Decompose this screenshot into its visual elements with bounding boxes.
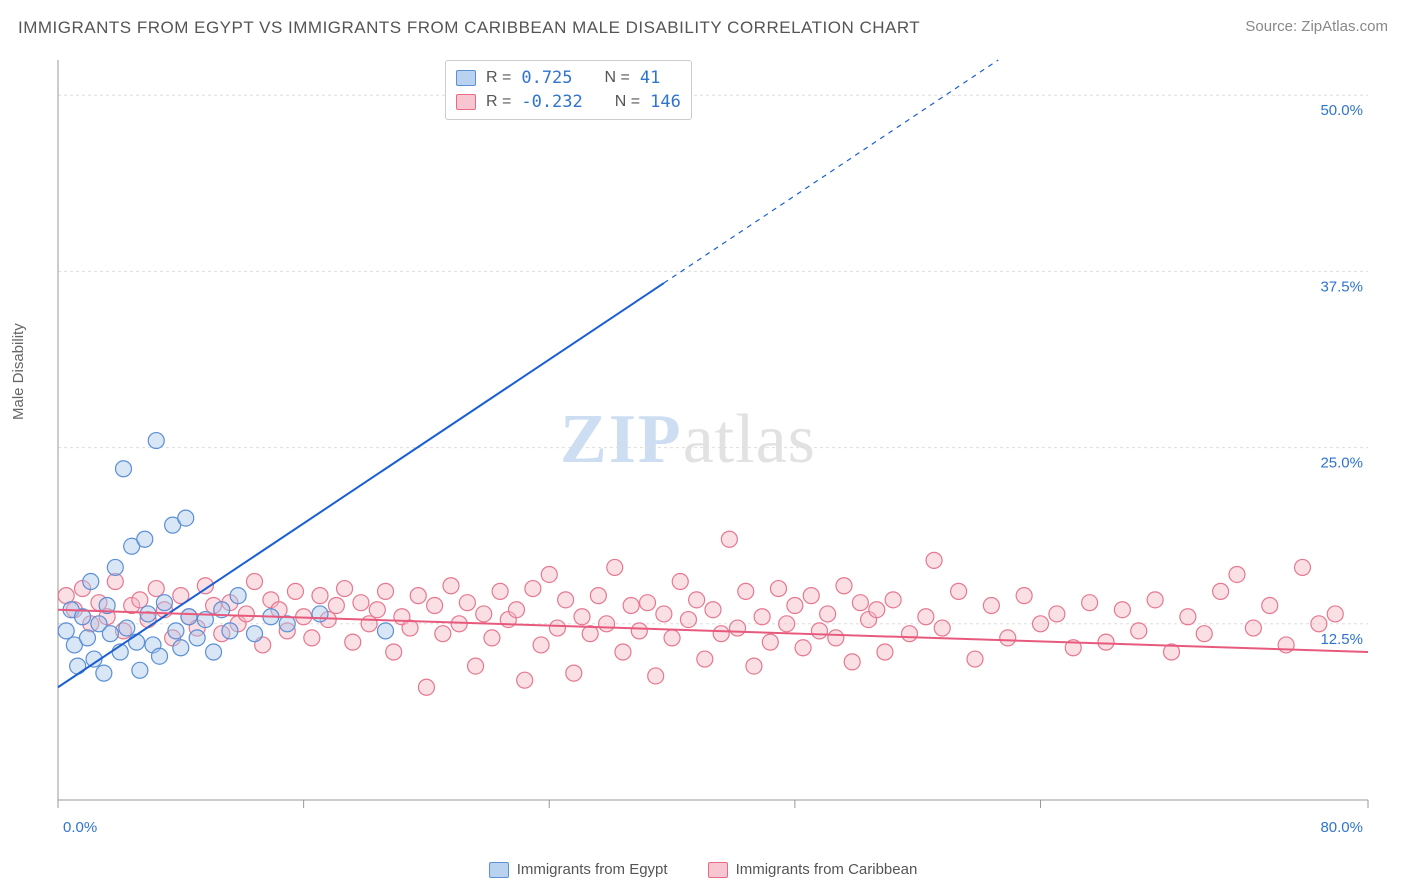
legend-item-caribbean: Immigrants from Caribbean (708, 861, 918, 878)
stats-n-label: N = (605, 69, 630, 87)
legend-swatch-egypt (489, 862, 509, 878)
tick-labels: 12.5% 25.0% 37.5% 50.0% 0.0% 80.0% (63, 102, 1363, 836)
correlation-scatter-chart: 12.5% 25.0% 37.5% 50.0% 0.0% 80.0% (48, 50, 1378, 840)
stats-n-value-caribbean: 146 (650, 92, 681, 112)
stats-swatch-caribbean (456, 94, 476, 110)
svg-text:12.5%: 12.5% (1320, 631, 1363, 648)
source-label: Source: (1245, 18, 1297, 35)
regression-lines (58, 60, 1368, 687)
stats-r-label: R = (486, 69, 511, 87)
stats-n-label-2: N = (615, 93, 640, 111)
svg-text:25.0%: 25.0% (1320, 455, 1363, 472)
source-value: ZipAtlas.com (1301, 18, 1388, 35)
stats-swatch-egypt (456, 70, 476, 86)
stats-row-caribbean: R = -0.232 N = 146 (456, 90, 681, 114)
svg-text:80.0%: 80.0% (1320, 819, 1363, 836)
svg-text:37.5%: 37.5% (1320, 278, 1363, 295)
legend-label-caribbean: Immigrants from Caribbean (736, 861, 918, 878)
source-attribution: Source: ZipAtlas.com (1245, 18, 1388, 35)
chart-axes (58, 60, 1368, 808)
stats-n-value-egypt: 41 (640, 68, 660, 88)
stats-r-value-caribbean: -0.232 (521, 92, 582, 112)
stats-r-label-2: R = (486, 93, 511, 111)
legend-swatch-caribbean (708, 862, 728, 878)
correlation-stats-box: R = 0.725 N = 41 R = -0.232 N = 146 (445, 60, 692, 120)
stats-row-egypt: R = 0.725 N = 41 (456, 66, 681, 90)
chart-grid (58, 95, 1368, 624)
series-caribbean-points (58, 531, 1343, 695)
svg-text:0.0%: 0.0% (63, 819, 97, 836)
series-egypt-points (58, 433, 393, 682)
chart-title: IMMIGRANTS FROM EGYPT VS IMMIGRANTS FROM… (18, 18, 920, 38)
legend-item-egypt: Immigrants from Egypt (489, 861, 668, 878)
svg-text:50.0%: 50.0% (1320, 102, 1363, 119)
series-legend: Immigrants from Egypt Immigrants from Ca… (0, 861, 1406, 878)
legend-label-egypt: Immigrants from Egypt (517, 861, 668, 878)
stats-r-value-egypt: 0.725 (521, 68, 572, 88)
y-axis-label: Male Disability (10, 323, 27, 420)
